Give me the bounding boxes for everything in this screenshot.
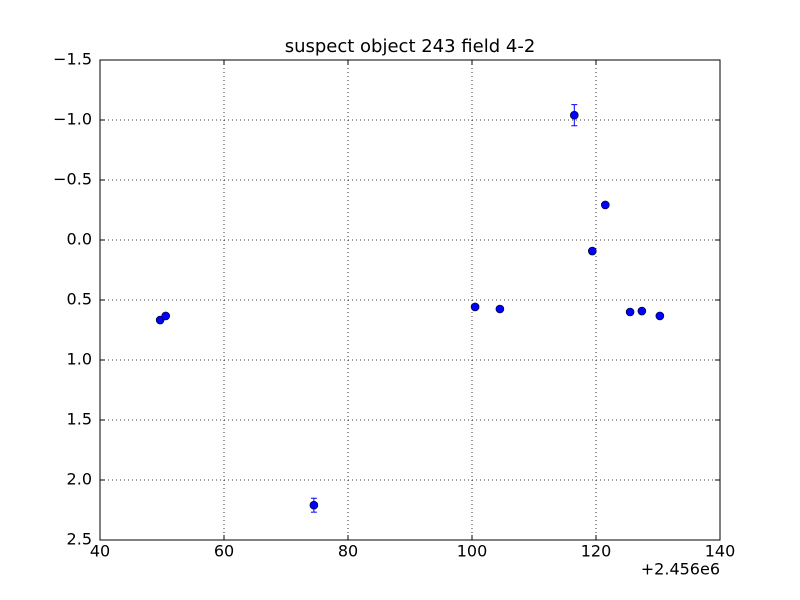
data-point <box>470 302 480 312</box>
data-point <box>625 307 635 317</box>
data-point <box>587 246 597 256</box>
y-tick-label: −0.5 <box>53 170 92 189</box>
data-point <box>600 200 610 210</box>
x-tick-label: 120 <box>581 542 612 561</box>
x-tick-label: 60 <box>214 542 234 561</box>
y-tick-label: −1.5 <box>53 50 92 69</box>
data-point <box>495 304 505 314</box>
y-tick-label: 0.0 <box>67 230 92 249</box>
plot-frame <box>99 59 721 541</box>
data-point <box>309 500 319 510</box>
y-tick-label: −1.0 <box>53 110 92 129</box>
y-tick-label: 1.5 <box>67 410 92 429</box>
y-tick-label: 0.5 <box>67 290 92 309</box>
data-point <box>569 110 579 120</box>
x-tick-label: 40 <box>90 542 110 561</box>
x-tick-label: 140 <box>705 542 736 561</box>
data-point <box>161 311 171 321</box>
y-tick-label: 2.0 <box>67 470 92 489</box>
y-tick-label: 1.0 <box>67 350 92 369</box>
chart-title: suspect object 243 field 4-2 <box>285 36 536 57</box>
x-tick-label: 100 <box>457 542 488 561</box>
x-offset-label: +2.456e6 <box>641 560 720 579</box>
data-point <box>637 306 647 316</box>
x-tick-label: 80 <box>338 542 358 561</box>
y-tick-label: 2.5 <box>67 530 92 549</box>
data-point <box>655 311 665 321</box>
